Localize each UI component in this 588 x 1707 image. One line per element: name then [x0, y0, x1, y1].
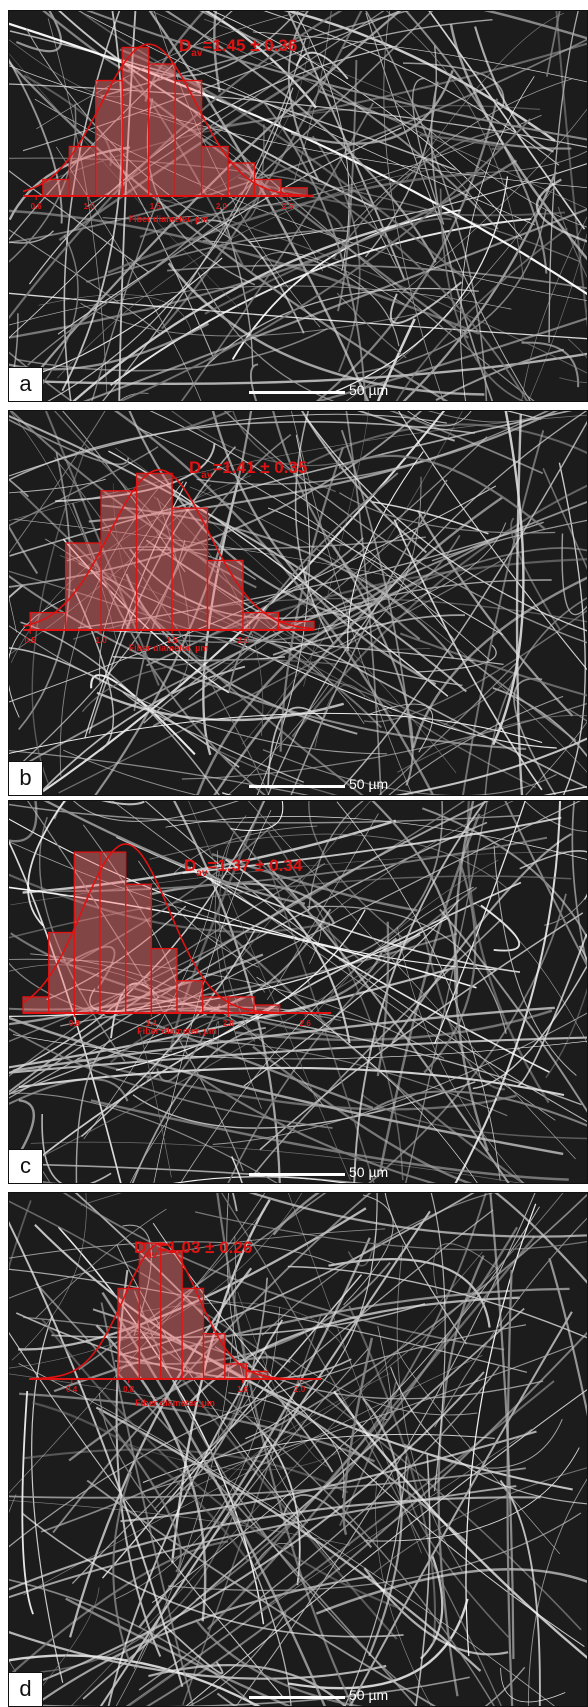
gaussian-fit-curve [22, 43, 314, 197]
x-axis-title: Fiber diameter, µm [135, 1398, 215, 1408]
scale-bar-label: 50 µm [349, 776, 389, 792]
scale-bar-label: 50 µm [349, 1687, 389, 1703]
gaussian-fit-curve [28, 1242, 321, 1380]
histogram-bar [100, 490, 138, 631]
histogram-bar [73, 851, 101, 1014]
x-tick-label: 2.0 [216, 202, 228, 211]
x-tick-label: 0.4 [66, 1385, 78, 1394]
scale-bar-line [249, 1696, 345, 1699]
scale-bar-line [249, 1173, 345, 1176]
gaussian-fit-curve [22, 469, 315, 630]
histogram-chart: 0.4 0.8 1.6 2.0 Fiber diameter, µm Dav=1.03 ±… [28, 1238, 321, 1408]
histogram-bar [202, 1333, 226, 1380]
histogram-bar [99, 851, 127, 1014]
sem-micrograph [9, 411, 587, 795]
x-tick-label: 0.6 [31, 202, 43, 211]
histogram-bar [245, 1370, 269, 1380]
x-tick-label: 2.6 [300, 1019, 312, 1028]
scale-bar-label: 50 µm [349, 382, 389, 398]
histogram-bar [150, 947, 178, 1014]
panel-c: 0.8 1.4 2.0 2.6 Fiber diameter, µm Dav=1.37 ±… [8, 800, 588, 1184]
x-tick-label: 2.0 [223, 1019, 235, 1028]
histogram-bar [138, 1242, 162, 1380]
x-tick-label: 1.5 [166, 636, 178, 645]
average-diameter-annotation: Dav=1.45 ± 0.36 [179, 36, 297, 59]
fiber-network [9, 1193, 587, 1706]
histogram-bar [68, 145, 97, 197]
x-tick-label: 1.0 [84, 202, 96, 211]
x-tick-label: 2.5 [282, 202, 294, 211]
histogram-bar [121, 46, 150, 197]
panel-d: 0.4 0.8 1.6 2.0 Fiber diameter, µm Dav=1.03 ±… [8, 1192, 588, 1707]
x-tick-label: 1.5 [150, 202, 162, 211]
x-tick-label: 1.4 [146, 1019, 158, 1028]
sem-micrograph [9, 1193, 587, 1706]
scale-bar: 50 µm [249, 1164, 399, 1181]
x-axis-title: Fiber diameter, µm [129, 214, 209, 224]
x-tick-label: 0.5 [25, 636, 37, 645]
x-tick-label: 0.8 [69, 1019, 81, 1028]
panel-letter: d [9, 1672, 43, 1706]
histogram-bar [125, 883, 153, 1014]
histogram-bar [171, 507, 209, 631]
scale-bar-label: 50 µm [349, 1164, 389, 1180]
histogram-bar [64, 542, 102, 631]
fiber-network [9, 11, 587, 401]
fiber-network [9, 801, 587, 1183]
panel-b: 0.5 1.0 1.5 2.0 Fiber diameter, µm Dav=1.41 ±… [8, 410, 588, 796]
histogram-bar [160, 1250, 183, 1380]
scale-bar-line [249, 785, 345, 788]
histogram-bar [29, 611, 67, 631]
average-diameter-annotation: Dav=1.37 ± 0.34 [184, 856, 303, 879]
fiber-network [9, 411, 587, 795]
scale-bar: 50 µm [249, 1687, 399, 1704]
x-tick-label: 0.8 [123, 1385, 135, 1394]
histogram-chart: 0.8 1.4 2.0 2.6 Fiber diameter, µm Dav=1.37 ±… [22, 843, 331, 1036]
x-tick-label: 2.0 [237, 636, 249, 645]
panel-a: 0.6 1.0 1.5 2.0 2.5 Fiber diameter, µm Dav=1.4… [8, 10, 588, 402]
x-axis-title: Fiber diameter, µm [137, 1026, 217, 1036]
x-tick-label: 1.6 [237, 1385, 249, 1394]
histogram-chart: 0.5 1.0 1.5 2.0 Fiber diameter, µm Dav=1.41 ±… [22, 458, 315, 653]
average-diameter-annotation: Dav=1.03 ± 0.26 [134, 1238, 252, 1261]
scale-bar-line [249, 391, 345, 394]
scale-bar: 50 µm [249, 382, 399, 399]
histogram-bar [135, 472, 173, 631]
histogram-bar [42, 178, 70, 197]
sem-micrograph [9, 801, 587, 1183]
x-tick-label: 2.0 [294, 1385, 306, 1394]
histogram-bar [176, 980, 204, 1014]
panel-letter: c [9, 1149, 43, 1183]
histogram-bar [148, 63, 176, 197]
x-tick-label: 1.0 [96, 636, 108, 645]
panel-letter: a [9, 367, 43, 401]
sem-micrograph [9, 11, 587, 401]
histogram-bar [253, 178, 282, 197]
histogram-bar [174, 79, 203, 197]
histogram-bar [206, 559, 244, 631]
histogram-chart: 0.6 1.0 1.5 2.0 2.5 Fiber diameter, µm Dav=1.4… [22, 36, 314, 224]
histogram-bar [242, 611, 280, 631]
x-axis-title: Fiber diameter, µm [129, 643, 209, 653]
histogram-bar [95, 79, 123, 197]
panel-letter: b [9, 761, 43, 795]
average-diameter-annotation: Dav=1.41 ± 0.35 [189, 458, 307, 481]
scale-bar: 50 µm [249, 776, 399, 793]
histogram-bar [227, 162, 256, 197]
